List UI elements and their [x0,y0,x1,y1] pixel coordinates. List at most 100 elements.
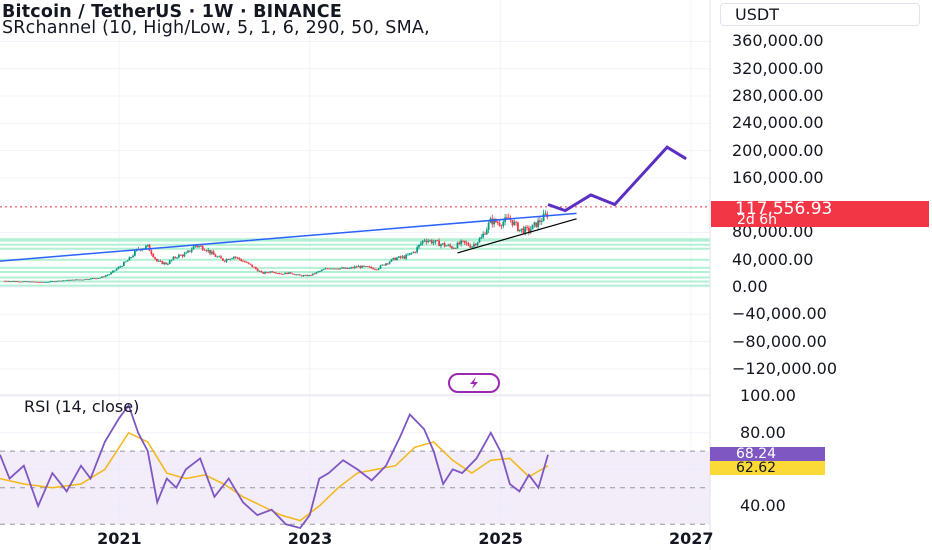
candle-body [58,280,61,282]
candle-body [33,281,35,283]
candle-body [174,257,177,258]
candle-body [245,262,248,263]
sr-channel-levels [0,238,710,287]
candle-body [363,265,365,267]
candle-body [298,274,301,276]
candle-body [482,233,485,238]
candle-body [260,271,263,273]
candle-body [225,259,228,262]
candle-body [220,256,222,259]
candle-body [368,266,371,268]
candle-body [95,278,98,280]
candle-body [484,233,486,235]
candle-body [531,224,534,230]
candle-body [438,240,441,247]
candle-body [458,242,461,245]
price-tick-label: −40,000.00 [732,304,827,324]
candle-body [359,266,362,268]
trendlines[interactable] [0,145,687,262]
candle-body [317,271,320,273]
candle-body [478,238,481,243]
candle-body [326,268,329,270]
candle-body [423,240,426,242]
candle-body [254,267,257,269]
candle-body [210,251,213,254]
candle-body [122,262,125,267]
candle-body [385,263,387,266]
candle-body [157,260,160,262]
candle-body [372,268,375,270]
candle-body [540,221,543,223]
candle-body [544,213,547,215]
candle-body [113,270,116,272]
candle-body [203,249,206,251]
candle-body [128,257,131,261]
price-tick-label: 200,000.00 [732,140,824,160]
candle-body [542,213,545,222]
candle-body [500,225,503,227]
candle-body [57,280,59,282]
candle-body [99,277,101,279]
candle-body [485,229,488,235]
candle-body [408,253,411,255]
candle-body [344,267,347,269]
candle-body [375,269,378,271]
candle-body [454,248,457,249]
currency-button[interactable]: USDT [720,3,920,26]
candle-body [253,266,255,268]
candle-body [265,272,268,273]
candle-body [526,226,528,228]
candle-body [18,281,21,283]
candle-body [55,281,57,283]
candle-body [198,246,200,247]
candle-body [388,261,391,264]
rsi-lines [0,403,549,529]
candle-body [73,279,76,281]
price-tick-label: −120,000.00 [732,358,838,378]
candle-body [502,221,505,227]
chart-title[interactable]: Bitcoin / TetherUS · 1W · BINANCE [2,2,342,22]
candle-body [342,267,345,269]
candle-body [44,282,46,283]
candle-body [390,259,393,262]
candle-body [467,243,470,246]
last-price-badge: 117,556.93 2d 6h [711,199,929,228]
candle-body [238,257,241,260]
candle-body [278,273,281,275]
candle-body [537,220,539,228]
rsi-legend[interactable]: RSI (14, close) [24,397,140,416]
candle-body [403,256,406,259]
candle-body [370,266,373,269]
candle-body [154,257,156,259]
candle-body [236,257,239,259]
candle-body [496,222,499,224]
candle-body [117,267,120,269]
candle-body [308,275,310,277]
candle-body [324,268,327,270]
rsi-ma-value-badge: 62.62 [710,461,825,475]
candle-body [179,254,182,256]
candle-body [361,265,364,268]
candle-body [36,281,39,283]
candle-body [491,218,494,225]
candle-body [410,252,413,254]
candle-body [11,281,13,282]
candle-body [528,227,530,233]
candle-body [315,272,318,274]
indicator-legend[interactable]: SRchannel (10, High/Low, 5, 1, 6, 290, 5… [2,18,430,38]
candle-body [124,261,127,263]
candle-body [177,254,180,258]
candle-body [282,273,285,275]
candle-body [445,245,448,247]
candle-body [20,281,23,283]
candle-body [249,263,252,265]
lightning-logo-icon[interactable] [448,373,500,393]
candle-body [449,244,452,247]
candle-body [93,278,96,280]
candle-body [452,248,455,249]
candle-body [106,274,109,276]
candle-body [275,272,277,274]
candle-body [407,254,409,256]
candle-body [476,242,479,246]
